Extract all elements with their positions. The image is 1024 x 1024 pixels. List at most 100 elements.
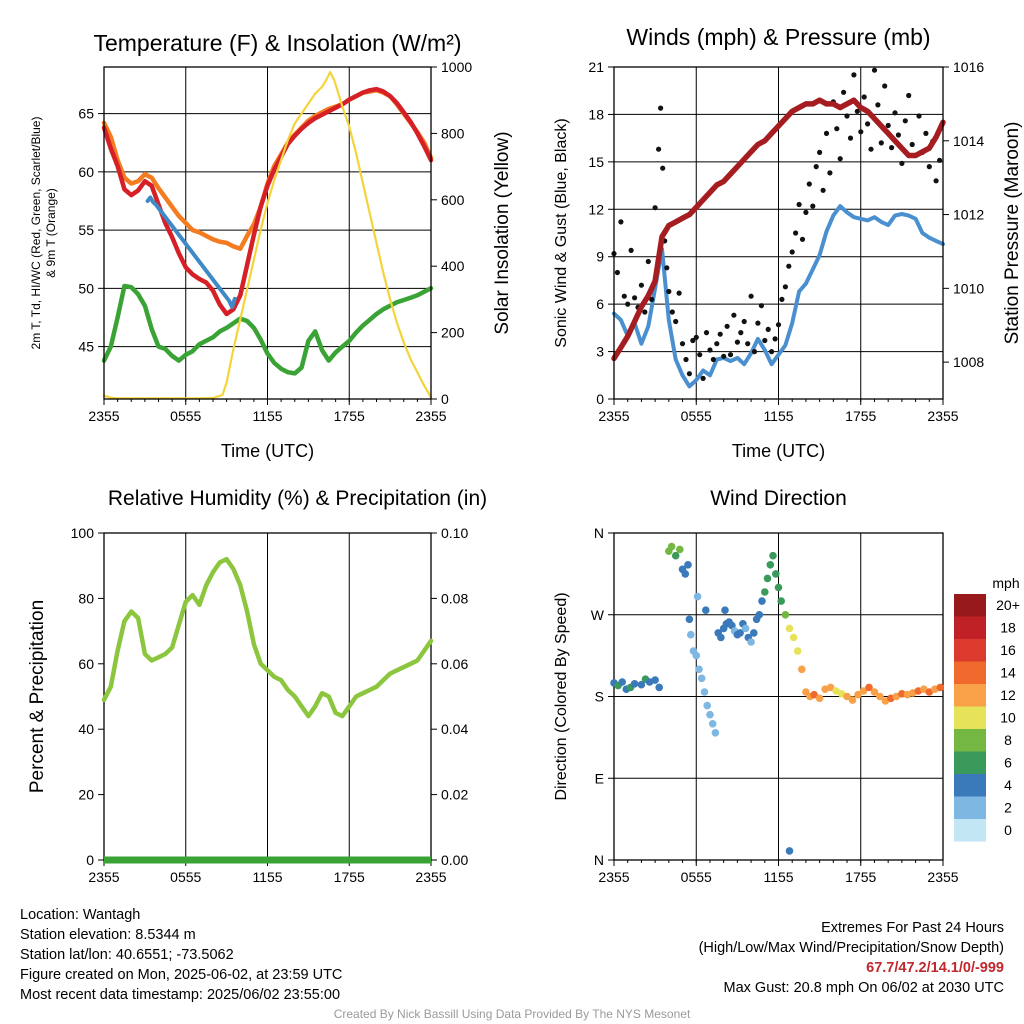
extremes-values: 67.7/47.2/14.1/0/-999 xyxy=(866,960,1004,976)
gust-point xyxy=(895,132,902,138)
y2-tick-label: 200 xyxy=(441,325,465,341)
gust-point xyxy=(827,170,833,176)
direction-point xyxy=(637,680,646,689)
direction-point xyxy=(758,597,766,605)
direction-point xyxy=(711,729,720,737)
gust-point xyxy=(656,146,662,152)
gust-point xyxy=(847,135,854,141)
gust-point xyxy=(618,219,624,225)
gust-point xyxy=(823,130,830,136)
x-tick-label: 2355 xyxy=(927,408,958,424)
direction-point xyxy=(703,701,711,710)
y2-axis-label: Solar Insolation (Yellow) xyxy=(492,131,513,334)
colorbar: mph 20+ 18 16 14 12 10 8 6 4 2 0 xyxy=(954,575,1020,842)
x-tick-label: 1155 xyxy=(763,869,793,885)
colorbar-label: 20+ xyxy=(996,597,1020,613)
gust-point xyxy=(628,247,634,253)
y2-tick-label: 800 xyxy=(441,125,465,141)
direction-point xyxy=(750,629,758,637)
gust-point xyxy=(889,145,895,151)
y-tick-label: 45 xyxy=(78,339,94,355)
gust-point xyxy=(669,309,675,315)
y2-tick-label: 1016 xyxy=(953,59,984,75)
gust-point xyxy=(875,102,881,108)
gust-point xyxy=(664,265,670,271)
gust-point xyxy=(700,375,706,381)
x-tick-label: 2355 xyxy=(88,869,119,885)
chart-title: Winds (mph) & Pressure (mb) xyxy=(626,24,930,50)
direction-point xyxy=(769,551,777,560)
gust-point xyxy=(745,341,751,347)
colorbar-swatch xyxy=(954,774,986,797)
x-tick-label: 1755 xyxy=(845,869,876,885)
colorbar-swatch xyxy=(954,616,986,639)
direction-point xyxy=(772,570,780,578)
direction-point xyxy=(793,647,802,655)
y2-tick-label: 0 xyxy=(441,391,449,407)
colorbar-swatch xyxy=(954,751,986,774)
gust-point xyxy=(834,126,840,132)
gust-point xyxy=(892,110,898,116)
y2-tick-label: 1010 xyxy=(953,280,984,296)
y-tick-label: 6 xyxy=(596,296,604,312)
direction-point xyxy=(755,611,764,619)
x-axis-label: Time (UTC) xyxy=(221,441,314,461)
y-axis-label: & 9m T (Orange) xyxy=(44,188,58,278)
gust-point xyxy=(762,337,768,344)
plot-frame xyxy=(103,66,432,400)
station-info: Location: Wantagh Station elevation: 8.5… xyxy=(20,905,342,1005)
direction-point xyxy=(717,633,725,642)
direction-point xyxy=(702,606,710,614)
gust-point xyxy=(806,181,812,187)
max-gust: Max Gust: 20.8 mph On 06/02 at 2030 UTC xyxy=(723,980,1004,996)
gust-point xyxy=(758,303,765,309)
gust-point xyxy=(820,187,826,193)
colorbar-swatch xyxy=(954,661,986,684)
gust-point xyxy=(714,341,720,347)
direction-point xyxy=(681,570,690,578)
figure-created: Figure created on Mon, 2025-06-02, at 23… xyxy=(20,967,343,983)
direction-point xyxy=(687,630,695,639)
y-tick-label: 18 xyxy=(588,106,604,122)
y-tick-label: N xyxy=(594,525,604,541)
gust-point xyxy=(817,149,823,155)
direction-point xyxy=(848,696,857,704)
gust-point xyxy=(861,94,867,100)
gust-point xyxy=(658,105,664,111)
y2-tick-label: 1014 xyxy=(953,133,984,149)
gust-point xyxy=(916,113,922,119)
gust-point xyxy=(751,349,758,355)
y-tick-label: E xyxy=(595,770,604,786)
x-tick-label: 0555 xyxy=(681,869,712,885)
y-tick-label: 21 xyxy=(588,59,604,75)
direction-point xyxy=(747,638,755,646)
panel-winds: 2355 0555 1155 1755 235503691215182110081010… xyxy=(553,24,1023,461)
credit-line: Created By Nick Bassill Using Data Provi… xyxy=(333,1007,691,1021)
gust-point xyxy=(902,118,908,124)
x-tick-label: 0555 xyxy=(681,408,712,424)
gust-point xyxy=(632,295,638,301)
gust-point xyxy=(868,146,874,152)
colorbar-label: 14 xyxy=(1000,665,1016,681)
direction-point xyxy=(876,692,884,701)
direction-point xyxy=(695,665,703,674)
y-tick-label: 20 xyxy=(78,787,94,803)
direction-point xyxy=(763,574,772,583)
y-tick-label: 60 xyxy=(78,656,94,672)
direction-point xyxy=(761,588,769,596)
gust-point xyxy=(738,330,744,336)
colorbar-label: 10 xyxy=(1000,710,1016,726)
chart-title: Wind Direction xyxy=(710,487,847,510)
gust-point xyxy=(625,301,631,307)
gust-point xyxy=(741,318,747,325)
colorbar-label: 18 xyxy=(1000,620,1016,636)
y-tick-label: 0 xyxy=(596,391,604,407)
direction-point xyxy=(671,551,680,560)
extremes-title: Extremes For Past 24 Hours xyxy=(821,920,1004,936)
gust-point xyxy=(703,330,710,336)
station-location: Location: Wantagh xyxy=(20,907,141,923)
y2-tick-label: 400 xyxy=(441,258,465,274)
y-tick-label: 65 xyxy=(78,106,94,122)
gust-point xyxy=(638,282,645,288)
